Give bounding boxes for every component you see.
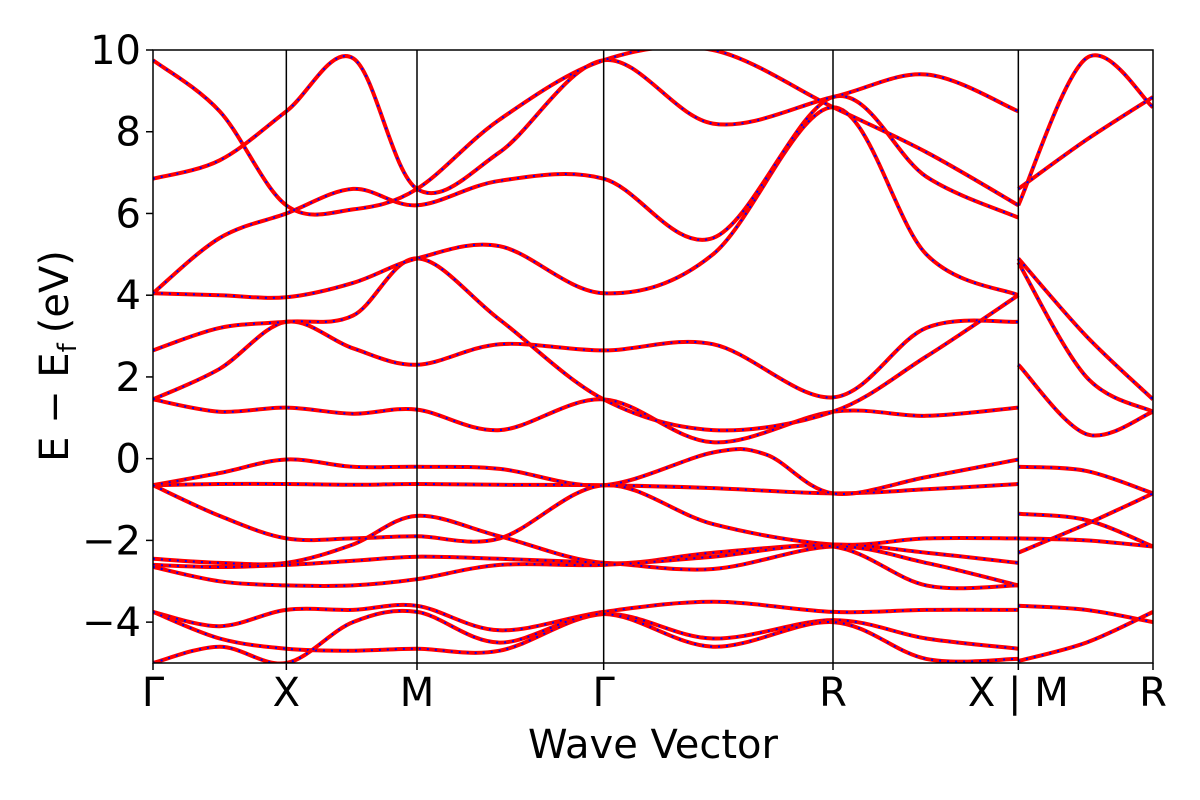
y-axis-title: E − Ef (eV) bbox=[32, 250, 83, 462]
band-line-9 bbox=[153, 397, 1019, 445]
band-line-23 bbox=[1016, 257, 1153, 401]
x-axis-title: Wave Vector bbox=[528, 722, 779, 768]
band-line-17 bbox=[1018, 511, 1153, 549]
band-line-dotted-5 bbox=[153, 544, 1019, 590]
band-line-dotted-6 bbox=[153, 600, 1019, 632]
band-line-25 bbox=[1017, 95, 1153, 191]
band-line-dotted-0 bbox=[153, 482, 1019, 495]
band-line-18 bbox=[1018, 536, 1153, 549]
high-symmetry-lines bbox=[285, 50, 1020, 663]
x-tick-label-5: X | M bbox=[968, 670, 1069, 716]
y-axis: −4 −2 0 2 4 6 8 10 bbox=[82, 28, 153, 646]
y-axis-title-unit: (eV) bbox=[32, 250, 78, 333]
x-tick-label-0: Γ bbox=[142, 670, 165, 716]
band-line-16 bbox=[1018, 464, 1153, 496]
y-tick-label-1: −2 bbox=[82, 518, 141, 564]
band-line-2 bbox=[153, 483, 1019, 547]
band-line-dotted-24 bbox=[1017, 261, 1153, 413]
band-line-dotted-4 bbox=[153, 545, 1019, 587]
band-line-11 bbox=[153, 256, 1020, 433]
band-line-dotted-1 bbox=[153, 448, 1019, 495]
y-tick-label-5: 6 bbox=[116, 191, 141, 237]
band-line-dotted-14 bbox=[153, 55, 1019, 195]
band-line-21 bbox=[1017, 610, 1153, 663]
band-line-dotted-10 bbox=[153, 319, 1019, 401]
x-axis: Γ X M Γ R X | M R bbox=[142, 663, 1167, 716]
band-line-dotted-13 bbox=[153, 95, 1019, 294]
band-line-dotted-22 bbox=[1017, 363, 1153, 437]
y-tick-label-4: 4 bbox=[116, 273, 141, 319]
band-line-dotted-26 bbox=[1017, 54, 1153, 206]
x-tick-label-1: X bbox=[273, 670, 300, 716]
band-line-1 bbox=[153, 447, 1019, 496]
plot-frame bbox=[152, 49, 1154, 664]
band-line-dotted-11 bbox=[153, 257, 1019, 432]
y-tick-label-3: 2 bbox=[116, 355, 141, 401]
band-line-dotted-19 bbox=[1017, 492, 1153, 554]
y-tick-label-0: −4 bbox=[82, 600, 141, 646]
y-axis-title-main: E − E bbox=[32, 352, 78, 462]
band-line-14 bbox=[153, 54, 1020, 196]
y-axis-title-subscript: f bbox=[53, 342, 83, 352]
y-tick-label-6: 8 bbox=[116, 110, 141, 156]
y-tick-label-7: 10 bbox=[90, 28, 141, 74]
band-line-dotted-3 bbox=[153, 514, 1019, 566]
band-line-dotted-15 bbox=[153, 50, 1019, 216]
x-tick-label-4: R bbox=[819, 670, 847, 716]
band-line-dotted-8 bbox=[153, 609, 1019, 663]
x-tick-label-6: R bbox=[1139, 670, 1167, 716]
bands-layer bbox=[153, 50, 1153, 663]
y-tick-label-2: 0 bbox=[116, 437, 141, 483]
x-tick-label-3: Γ bbox=[593, 670, 616, 716]
band-line-dotted-7 bbox=[153, 610, 1019, 654]
band-line-dotted-9 bbox=[153, 398, 1019, 444]
x-tick-label-2: M bbox=[400, 670, 435, 716]
band-line-26 bbox=[1016, 53, 1153, 207]
band-line-7 bbox=[153, 610, 1019, 655]
band-line-13 bbox=[153, 94, 1020, 295]
